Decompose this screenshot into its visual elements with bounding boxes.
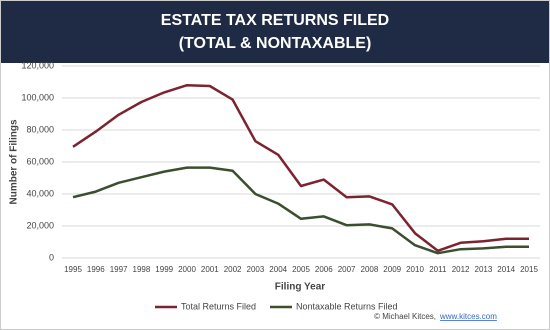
y-tick-label: 80,000 [26,124,54,134]
line-series [72,83,529,253]
y-tick-label: 100,000 [21,92,54,102]
line-series [72,166,529,255]
x-tick-label: 1996 [87,265,105,274]
x-tick-label: 2008 [361,265,379,274]
x-tick-label: 2000 [178,265,196,274]
x-tick-label: 2011 [429,265,447,274]
x-tick-label: 2007 [338,265,356,274]
y-tick-label: 40,000 [26,188,54,198]
y-tick-label: 20,000 [26,220,54,230]
x-tick-label: 2012 [452,265,470,274]
x-tick-label: 2014 [497,265,515,274]
x-tick-label: 1999 [155,265,173,274]
y-tick-label: 60,000 [26,156,54,166]
x-tick-label: 2009 [383,265,401,274]
y-axis-label: Number of Filings [9,119,20,204]
chart-title: ESTATE TAX RETURNS FILED [161,12,389,29]
x-tick-label: 2003 [247,265,265,274]
x-tick-label: 2006 [315,265,333,274]
x-tick-label: 2005 [292,265,310,274]
legend-label: Nontaxable Returns Filed [296,301,398,311]
x-tick-label: 1997 [110,265,128,274]
x-tick-label: 2013 [475,265,493,274]
legend-label: Total Returns Filed [181,301,256,311]
x-tick-label: 1995 [64,265,82,274]
chart-subtitle: (TOTAL & NONTAXABLE) [179,35,372,52]
x-axis-label: Filing Year [275,282,325,293]
x-tick-label: 2010 [406,265,424,274]
y-tick-label: 120,000 [21,60,54,70]
source: © Michael Kitces, [374,312,436,321]
x-tick-label: 2004 [269,265,287,274]
x-tick-label: 2002 [224,265,242,274]
header [1,1,549,63]
x-tick-label: 1998 [133,265,151,274]
y-tick-label: 0 [49,252,54,262]
x-tick-label: 2001 [201,265,219,274]
x-tick-label: 2015 [520,265,538,274]
source-link[interactable]: www.kitces.com [439,312,497,321]
